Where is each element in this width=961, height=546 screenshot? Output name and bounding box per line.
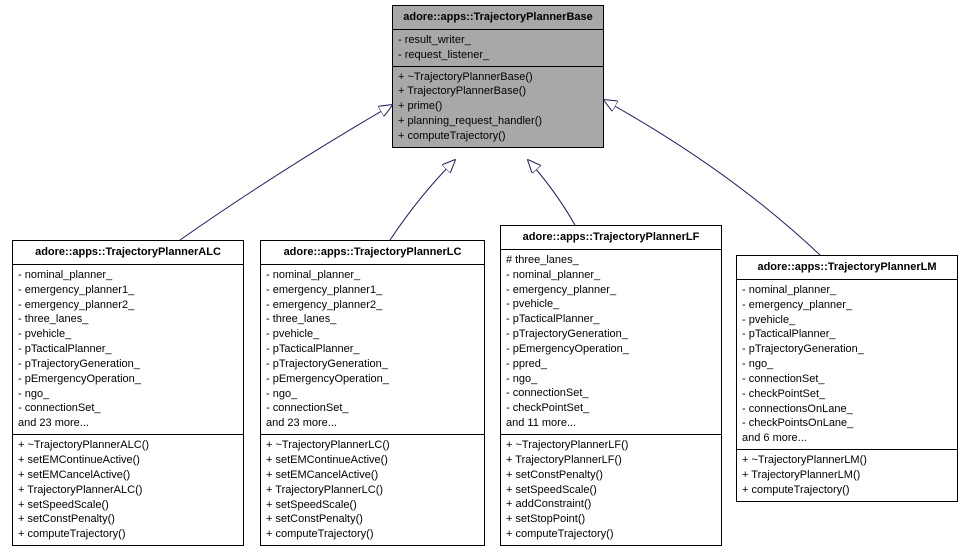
uml-member-line: + setSpeedScale() xyxy=(18,498,238,513)
uml-member-line: and 6 more... xyxy=(742,431,952,446)
uml-member-line: and 11 more... xyxy=(506,416,716,431)
uml-member-line: + planning_request_handler() xyxy=(398,114,598,129)
uml-member-line: - nominal_planner_ xyxy=(506,268,716,283)
uml-class-lc: adore::apps::TrajectoryPlannerLC- nomina… xyxy=(260,240,485,546)
uml-ops: + ~TrajectoryPlannerALC()+ setEMContinue… xyxy=(13,435,243,545)
uml-member-line: + TrajectoryPlannerBase() xyxy=(398,84,598,99)
uml-member-line: - request_listener_ xyxy=(398,48,598,63)
uml-member-line: - three_lanes_ xyxy=(266,312,479,327)
uml-member-line: + setSpeedScale() xyxy=(506,483,716,498)
uml-member-line: - checkPointSet_ xyxy=(506,401,716,416)
uml-member-line: - pEmergencyOperation_ xyxy=(18,372,238,387)
uml-member-line: - connectionSet_ xyxy=(266,401,479,416)
uml-member-line: + setStopPoint() xyxy=(506,512,716,527)
uml-member-line: + computeTrajectory() xyxy=(398,129,598,144)
uml-member-line: # three_lanes_ xyxy=(506,253,716,268)
uml-member-line: - pTrajectoryGeneration_ xyxy=(742,342,952,357)
uml-member-line: - pTacticalPlanner_ xyxy=(506,312,716,327)
uml-member-line: - connectionSet_ xyxy=(506,386,716,401)
uml-member-line: - ngo_ xyxy=(742,357,952,372)
uml-ops: + ~TrajectoryPlannerBase()+ TrajectoryPl… xyxy=(393,67,603,147)
uml-class-title: adore::apps::TrajectoryPlannerLM xyxy=(737,256,957,280)
uml-class-title: adore::apps::TrajectoryPlannerBase xyxy=(393,6,603,30)
uml-member-line: - pEmergencyOperation_ xyxy=(506,342,716,357)
uml-member-line: - connectionsOnLane_ xyxy=(742,402,952,417)
uml-member-line: - connectionSet_ xyxy=(742,372,952,387)
uml-member-line: + computeTrajectory() xyxy=(18,527,238,542)
uml-member-line: + setConstPenalty() xyxy=(18,512,238,527)
uml-member-line: and 23 more... xyxy=(266,416,479,431)
uml-member-line: + ~TrajectoryPlannerLC() xyxy=(266,438,479,453)
uml-member-line: + setSpeedScale() xyxy=(266,498,479,513)
uml-member-line: - nominal_planner_ xyxy=(266,268,479,283)
uml-member-line: - pvehicle_ xyxy=(266,327,479,342)
uml-attrs: - result_writer_- request_listener_ xyxy=(393,30,603,67)
uml-member-line: - ngo_ xyxy=(266,387,479,402)
uml-class-title: adore::apps::TrajectoryPlannerLC xyxy=(261,241,484,265)
uml-member-line: - pTrajectoryGeneration_ xyxy=(266,357,479,372)
uml-class-title: adore::apps::TrajectoryPlannerLF xyxy=(501,226,721,250)
uml-member-line: - emergency_planner1_ xyxy=(18,283,238,298)
uml-class-lm: adore::apps::TrajectoryPlannerLM- nomina… xyxy=(736,255,958,502)
uml-member-line: - pTacticalPlanner_ xyxy=(18,342,238,357)
uml-member-line: + ~TrajectoryPlannerLM() xyxy=(742,453,952,468)
inheritance-arrow-lf xyxy=(528,160,575,225)
uml-attrs: - nominal_planner_- emergency_planner1_-… xyxy=(261,265,484,435)
uml-member-line: and 23 more... xyxy=(18,416,238,431)
uml-ops: + ~TrajectoryPlannerLC()+ setEMContinueA… xyxy=(261,435,484,545)
uml-member-line: - nominal_planner_ xyxy=(742,283,952,298)
uml-member-line: + TrajectoryPlannerLM() xyxy=(742,468,952,483)
uml-member-line: + computeTrajectory() xyxy=(266,527,479,542)
uml-member-line: - emergency_planner2_ xyxy=(18,298,238,313)
uml-member-line: - emergency_planner1_ xyxy=(266,283,479,298)
uml-class-alc: adore::apps::TrajectoryPlannerALC- nomin… xyxy=(12,240,244,546)
uml-member-line: - pvehicle_ xyxy=(18,327,238,342)
uml-member-line: - result_writer_ xyxy=(398,33,598,48)
uml-member-line: + setConstPenalty() xyxy=(266,512,479,527)
uml-member-line: + setEMCancelActive() xyxy=(18,468,238,483)
uml-member-line: - pvehicle_ xyxy=(506,297,716,312)
uml-member-line: + prime() xyxy=(398,99,598,114)
uml-member-line: - ppred_ xyxy=(506,357,716,372)
uml-member-line: - ngo_ xyxy=(506,372,716,387)
uml-member-line: - pTrajectoryGeneration_ xyxy=(18,357,238,372)
uml-member-line: + setConstPenalty() xyxy=(506,468,716,483)
inheritance-arrow-lc xyxy=(390,160,455,240)
uml-class-title: adore::apps::TrajectoryPlannerALC xyxy=(13,241,243,265)
uml-attrs: # three_lanes_- nominal_planner_- emerge… xyxy=(501,250,721,435)
uml-member-line: - nominal_planner_ xyxy=(18,268,238,283)
uml-member-line: - checkPointsOnLane_ xyxy=(742,416,952,431)
uml-ops: + ~TrajectoryPlannerLM()+ TrajectoryPlan… xyxy=(737,450,957,501)
uml-attrs: - nominal_planner_- emergency_planner_- … xyxy=(737,280,957,450)
uml-member-line: + ~TrajectoryPlannerBase() xyxy=(398,70,598,85)
uml-member-line: + ~TrajectoryPlannerLF() xyxy=(506,438,716,453)
uml-member-line: - pvehicle_ xyxy=(742,313,952,328)
uml-member-line: - pTacticalPlanner_ xyxy=(266,342,479,357)
uml-class-base: adore::apps::TrajectoryPlannerBase - res… xyxy=(392,5,604,148)
uml-member-line: + TrajectoryPlannerALC() xyxy=(18,483,238,498)
uml-member-line: + setEMContinueActive() xyxy=(266,453,479,468)
uml-member-line: - connectionSet_ xyxy=(18,401,238,416)
uml-member-line: - pTacticalPlanner_ xyxy=(742,327,952,342)
uml-member-line: - emergency_planner_ xyxy=(506,283,716,298)
uml-member-line: + computeTrajectory() xyxy=(742,483,952,498)
uml-member-line: + ~TrajectoryPlannerALC() xyxy=(18,438,238,453)
uml-member-line: - pEmergencyOperation_ xyxy=(266,372,479,387)
uml-member-line: + TrajectoryPlannerLF() xyxy=(506,453,716,468)
uml-member-line: - pTrajectoryGeneration_ xyxy=(506,327,716,342)
uml-member-line: + computeTrajectory() xyxy=(506,527,716,542)
uml-member-line: - ngo_ xyxy=(18,387,238,402)
uml-attrs: - nominal_planner_- emergency_planner1_-… xyxy=(13,265,243,435)
uml-member-line: + setEMCancelActive() xyxy=(266,468,479,483)
uml-member-line: - emergency_planner_ xyxy=(742,298,952,313)
uml-member-line: - three_lanes_ xyxy=(18,312,238,327)
uml-class-lf: adore::apps::TrajectoryPlannerLF# three_… xyxy=(500,225,722,546)
uml-ops: + ~TrajectoryPlannerLF()+ TrajectoryPlan… xyxy=(501,435,721,545)
uml-member-line: + setEMContinueActive() xyxy=(18,453,238,468)
uml-member-line: + addConstraint() xyxy=(506,497,716,512)
inheritance-arrow-alc xyxy=(180,105,392,240)
uml-member-line: - checkPointSet_ xyxy=(742,387,952,402)
uml-member-line: - emergency_planner2_ xyxy=(266,298,479,313)
uml-member-line: + TrajectoryPlannerLC() xyxy=(266,483,479,498)
